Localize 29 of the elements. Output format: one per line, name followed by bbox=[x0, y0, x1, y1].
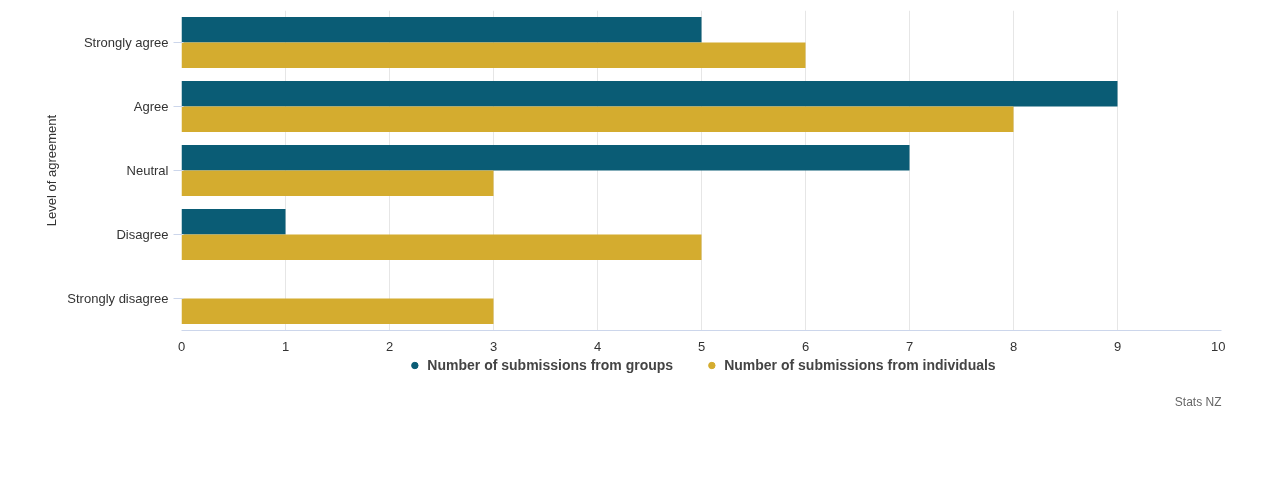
x-tick-label: 1 bbox=[281, 338, 290, 354]
x-tick-label: 10 bbox=[1211, 338, 1226, 354]
x-tick-label: 4 bbox=[593, 338, 602, 354]
legend-label: Number of submissions from individuals bbox=[724, 357, 996, 373]
y-tick-label: Disagree bbox=[116, 227, 169, 242]
legend-label: Number of submissions from groups bbox=[427, 357, 674, 373]
bar bbox=[181, 80, 1118, 107]
x-tick-label: 6 bbox=[801, 338, 810, 354]
bar bbox=[181, 144, 910, 171]
y-tick-label: Agree bbox=[133, 99, 169, 114]
bar bbox=[181, 170, 494, 197]
y-tick-label: Strongly agree bbox=[83, 35, 169, 50]
bar bbox=[181, 208, 286, 235]
bar bbox=[181, 106, 1014, 133]
y-tick-label: Strongly disagree bbox=[67, 291, 169, 306]
bar bbox=[181, 234, 702, 261]
x-tick-label: 3 bbox=[489, 338, 498, 354]
x-tick-label: 5 bbox=[697, 338, 706, 354]
bar bbox=[181, 16, 702, 43]
x-tick-label: 2 bbox=[385, 338, 394, 354]
text: Stats NZ bbox=[1174, 394, 1222, 409]
x-tick-label: 7 bbox=[905, 338, 914, 354]
bar bbox=[181, 298, 494, 325]
bar bbox=[181, 42, 806, 69]
x-tick-label: 8 bbox=[1009, 338, 1018, 354]
y-tick-label: Neutral bbox=[126, 163, 169, 178]
y-axis-title: Level of agreement bbox=[44, 114, 60, 227]
x-tick-label: 0 bbox=[177, 338, 186, 354]
x-tick-label: 9 bbox=[1113, 338, 1122, 354]
